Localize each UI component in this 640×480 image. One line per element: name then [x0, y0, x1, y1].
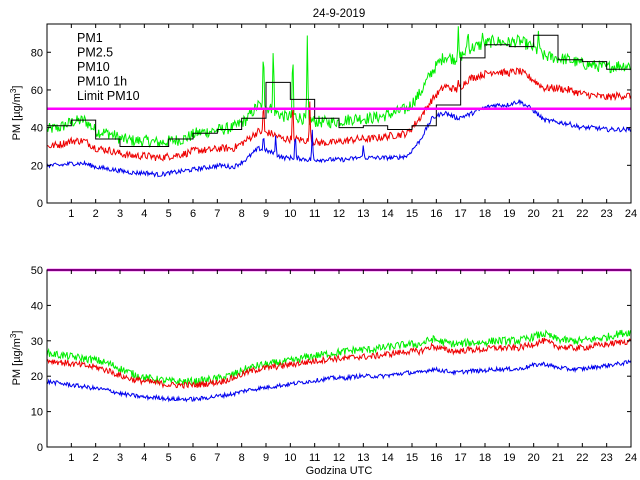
series-line-pm10-1h: [47, 34, 631, 147]
bottom-series-group: [47, 329, 631, 403]
x-tick-label: 4: [141, 452, 147, 464]
y-tick-label: 20: [31, 371, 43, 383]
x-tick-label: 17: [455, 208, 467, 220]
x-axis-label: Godzina UTC: [306, 465, 373, 477]
x-tick-label: 23: [601, 452, 613, 464]
x-tick-label: 7: [214, 452, 220, 464]
y-tick-label: 0: [37, 442, 43, 454]
y-tick-label: 10: [31, 407, 43, 419]
x-tick-label: 22: [576, 452, 588, 464]
series-line-pm1: [47, 99, 631, 178]
x-tick-label: 13: [357, 452, 369, 464]
chart-title: 24-9-2019: [313, 8, 365, 20]
x-tick-label: 14: [382, 208, 394, 220]
x-tick-label: 24: [625, 452, 637, 464]
series-line-pm25: [47, 67, 631, 162]
x-tick-label: 2: [93, 452, 99, 464]
y-tick-label: 20: [31, 160, 43, 172]
x-tick-label: 23: [601, 208, 613, 220]
top-panel: 1 2 3 4 5 6 7 8 9 10 11 12 13 14 15 16 17 18 19 20 21 22 23 240…: [9, 23, 637, 220]
x-tick-label: 10: [284, 208, 296, 220]
top-y-axis-label: PM [µg/m3]: [9, 86, 23, 141]
x-tick-label: 18: [479, 452, 491, 464]
x-tick-label: 5: [166, 452, 172, 464]
y-tick-label: 0: [37, 198, 43, 210]
x-tick-label: 1: [68, 208, 74, 220]
x-tick-label: 2: [93, 208, 99, 220]
legend-entry-limit-pm10: Limit PM10: [77, 89, 140, 103]
series-line-pm25: [47, 337, 631, 389]
x-tick-label: 7: [214, 208, 220, 220]
x-tick-label: 5: [166, 208, 172, 220]
x-tick-label: 21: [552, 452, 564, 464]
x-tick-label: 19: [503, 208, 515, 220]
x-tick-label: 8: [239, 208, 245, 220]
x-tick-label: 6: [190, 208, 196, 220]
x-tick-label: 17: [455, 452, 467, 464]
x-tick-label: 8: [239, 452, 245, 464]
x-tick-label: 6: [190, 452, 196, 464]
y-tick-label: 40: [31, 300, 43, 312]
x-tick-label: 10: [284, 452, 296, 464]
x-tick-label: 12: [333, 452, 345, 464]
x-tick-label: 15: [406, 452, 418, 464]
y-tick-label: 40: [31, 123, 43, 135]
legend-entry-pm10-1h: PM10 1h: [77, 75, 127, 89]
y-tick-label: 60: [31, 85, 43, 97]
x-tick-label: 4: [141, 208, 147, 220]
x-tick-label: 9: [263, 208, 269, 220]
y-tick-label: 80: [31, 47, 43, 59]
x-tick-label: 19: [503, 452, 515, 464]
x-tick-label: 3: [117, 208, 123, 220]
bottom-y-axis-label: PM [µg/m3]: [9, 331, 23, 386]
top-axes-group: 1 2 3 4 5 6 7 8 9 10 11 12 13 14 15 16 17 18 19 20 21 22 23 240…: [31, 23, 637, 220]
x-tick-label: 16: [430, 452, 442, 464]
series-line-pm10: [47, 329, 631, 387]
legend-entry-pm10: PM10: [77, 60, 110, 74]
x-tick-label: 12: [333, 208, 345, 220]
x-tick-label: 16: [430, 208, 442, 220]
x-tick-label: 20: [528, 208, 540, 220]
x-tick-label: 9: [263, 452, 269, 464]
x-tick-label: 18: [479, 208, 491, 220]
x-tick-label: 21: [552, 208, 564, 220]
x-tick-label: 13: [357, 208, 369, 220]
top-hourly-group: [47, 34, 631, 147]
x-tick-label: 22: [576, 208, 588, 220]
x-tick-label: 1: [68, 452, 74, 464]
x-tick-label: 3: [117, 452, 123, 464]
x-tick-label: 11: [309, 208, 320, 220]
x-tick-label: 20: [528, 452, 540, 464]
bottom-axes-group: 1 2 3 4 5 6 7 8 9 10 11 12 13 14 15 16 17 18 19 20 21 22 23 240…: [31, 265, 637, 464]
x-tick-label: 24: [625, 208, 637, 220]
y-tick-label: 50: [31, 265, 43, 277]
x-tick-label: 14: [382, 452, 394, 464]
top-plot-area: [47, 24, 631, 203]
legend-entry-pm1: PM1: [77, 31, 103, 45]
bottom-panel: 1 2 3 4 5 6 7 8 9 10 11 12 13 14 15 16 17 18 19 20 21 22 23 240…: [9, 265, 637, 477]
series-line-pm1: [47, 359, 631, 403]
x-tick-label: 15: [406, 208, 418, 220]
y-tick-label: 30: [31, 336, 43, 348]
x-tick-label: 11: [309, 452, 320, 464]
legend-entry-pm2-5: PM2.5: [77, 46, 113, 60]
